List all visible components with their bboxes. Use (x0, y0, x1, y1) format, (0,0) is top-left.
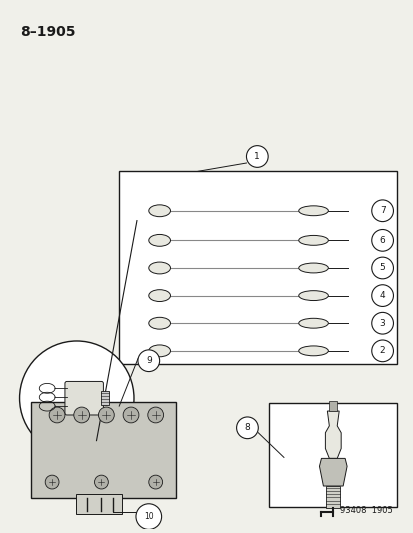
Circle shape (371, 285, 392, 306)
Circle shape (49, 407, 65, 423)
Text: 7: 7 (379, 206, 385, 215)
Circle shape (148, 475, 162, 489)
Circle shape (246, 146, 268, 167)
Circle shape (98, 407, 114, 423)
Text: 5: 5 (379, 263, 385, 272)
Ellipse shape (148, 235, 170, 246)
Circle shape (371, 200, 392, 222)
Polygon shape (325, 411, 340, 458)
Ellipse shape (298, 206, 328, 216)
Text: 8: 8 (244, 423, 250, 432)
Circle shape (371, 230, 392, 251)
FancyBboxPatch shape (65, 382, 103, 415)
Circle shape (19, 341, 134, 455)
Circle shape (371, 257, 392, 279)
Text: 1: 1 (254, 152, 259, 161)
Text: 6: 6 (379, 236, 385, 245)
Text: 8–1905: 8–1905 (21, 25, 76, 39)
Circle shape (45, 475, 59, 489)
Text: 93408  1905: 93408 1905 (339, 506, 392, 515)
Text: 9: 9 (145, 356, 151, 365)
Circle shape (138, 350, 159, 372)
Bar (119, 171, 396, 364)
Ellipse shape (298, 318, 328, 328)
Circle shape (236, 417, 258, 439)
Bar (101, 391, 109, 405)
Text: 4: 4 (379, 291, 385, 300)
Ellipse shape (298, 236, 328, 245)
Bar (325, 486, 339, 508)
Bar (328, 401, 337, 411)
Circle shape (74, 407, 89, 423)
Text: 3: 3 (379, 319, 385, 328)
Circle shape (371, 340, 392, 362)
Ellipse shape (148, 262, 170, 274)
FancyBboxPatch shape (76, 494, 122, 514)
Circle shape (94, 475, 108, 489)
Ellipse shape (148, 289, 170, 302)
Text: 10: 10 (144, 512, 153, 521)
Text: 2: 2 (379, 346, 385, 356)
Ellipse shape (298, 263, 328, 273)
Circle shape (147, 407, 163, 423)
Polygon shape (319, 458, 346, 486)
Ellipse shape (148, 317, 170, 329)
Circle shape (371, 312, 392, 334)
FancyBboxPatch shape (31, 402, 176, 498)
Circle shape (123, 407, 139, 423)
Circle shape (135, 504, 161, 529)
Ellipse shape (298, 346, 328, 356)
Bar (268, 403, 396, 507)
Ellipse shape (148, 205, 170, 217)
Ellipse shape (298, 290, 328, 301)
Ellipse shape (148, 345, 170, 357)
